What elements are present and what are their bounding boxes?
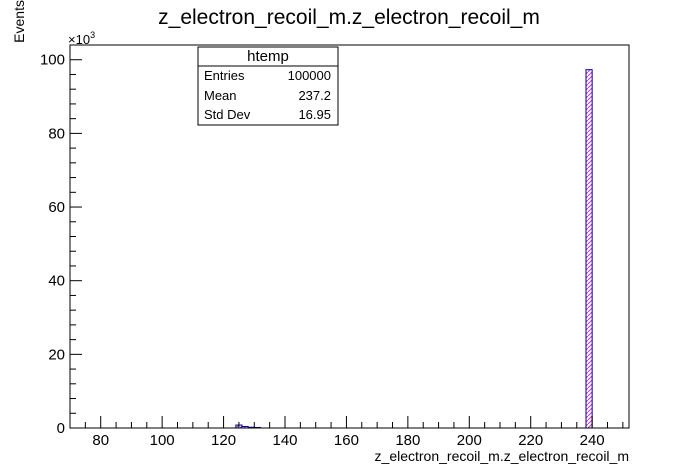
y-tick-label-20: 20 [48,346,65,363]
y-exponent-label: ×103 [68,30,95,47]
y-axis-ticks: 0 20 40 60 80 100 [40,44,82,437]
y-axis-label: Events [11,0,27,43]
stats-mean-value: 237.2 [298,88,331,103]
x-tick-label-120: 120 [211,432,236,449]
y-tick-label-0: 0 [57,420,65,437]
y-exponent-power: 3 [90,30,95,40]
stats-mean-label: Mean [204,88,237,103]
y-tick-label-60: 60 [48,199,65,216]
stats-box-frame [197,46,339,126]
y-tick-label-40: 40 [48,273,65,290]
x-tick-label-200: 200 [457,432,482,449]
x-tick-label-220: 220 [518,432,543,449]
stats-box-title: htemp [247,48,289,65]
x-tick-label-240: 240 [580,432,605,449]
stats-entries-value: 100000 [288,68,331,83]
stats-stddev-value: 16.95 [298,107,331,122]
x-tick-label-140: 140 [272,432,297,449]
x-tick-label-80: 80 [92,432,109,449]
histogram-bar-4 [585,69,593,429]
x-axis-ticks: 80 100 120 140 160 180 200 220 240 [69,416,624,449]
plot-frame [69,44,630,429]
stats-box: htemp Entries 100000 Mean 237.2 Std Dev … [197,46,339,126]
y-tick-label-100: 100 [40,52,65,69]
y-exponent-base: ×10 [68,32,90,47]
stats-entries-label: Entries [204,68,245,83]
y-tick-label-80: 80 [48,125,65,142]
x-tick-label-180: 180 [395,432,420,449]
x-tick-label-100: 100 [150,432,175,449]
x-axis-label: z_electron_recoil_m.z_electron_recoil_m [375,448,629,464]
chart-title: z_electron_recoil_m.z_electron_recoil_m [158,6,540,29]
stats-stddev-label: Std Dev [204,107,251,122]
x-tick-label-160: 160 [334,432,359,449]
